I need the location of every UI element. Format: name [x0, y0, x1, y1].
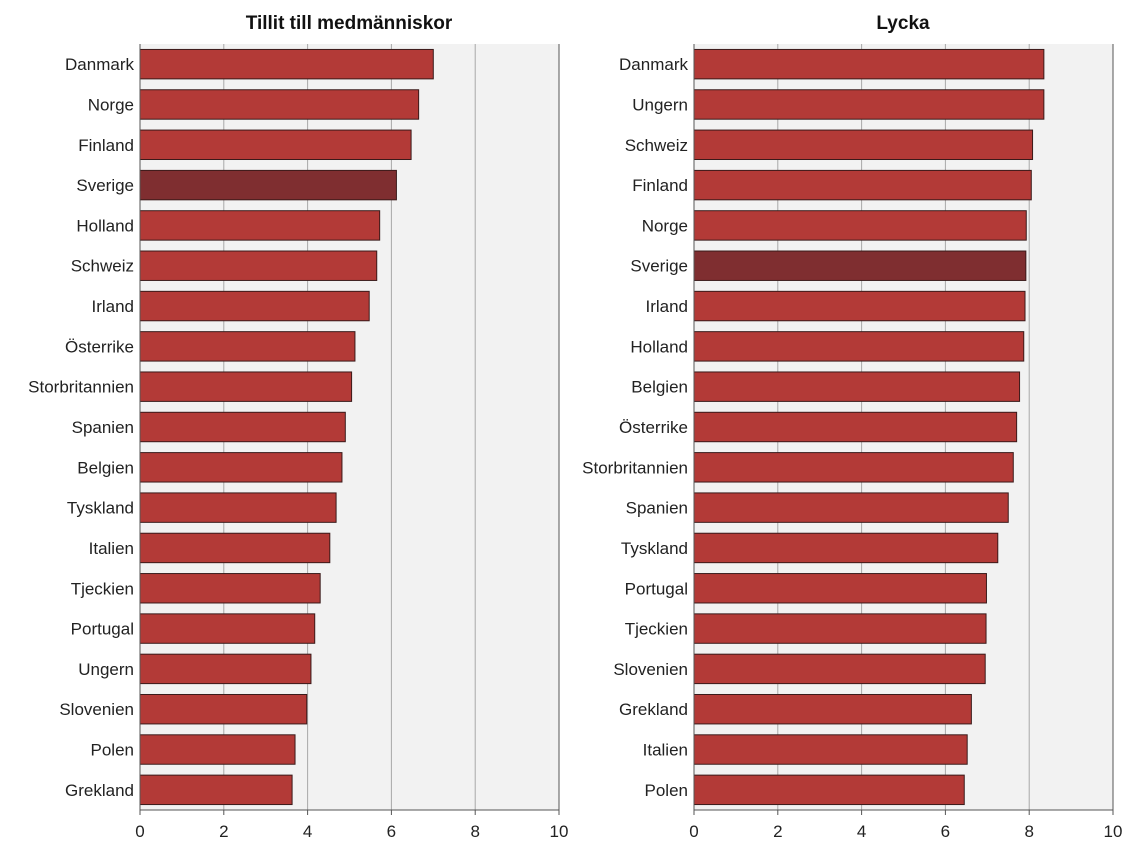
- category-label: Holland: [630, 337, 688, 356]
- category-label: Irland: [91, 297, 134, 316]
- bar: [139, 129, 412, 161]
- bar: [693, 89, 1045, 120]
- bar: [693, 169, 1032, 201]
- category-label: Portugal: [625, 579, 688, 598]
- category-label: Spanien: [72, 418, 134, 437]
- bar: [139, 371, 353, 402]
- category-label: Schweiz: [71, 257, 134, 276]
- x-tick-label: 10: [1104, 822, 1123, 841]
- category-label: Polen: [91, 741, 134, 760]
- x-tick-label: 0: [689, 822, 698, 841]
- panel-happiness: Lycka Danmark Ungern Schweiz Finland Norge Sv…: [582, 13, 1122, 841]
- category-label: Ungern: [78, 660, 134, 679]
- bar: [693, 290, 1026, 322]
- category-label: Belgien: [631, 378, 688, 397]
- category-label: Tjeckien: [625, 620, 688, 639]
- category-label: Sverige: [630, 257, 688, 276]
- bar: [139, 411, 346, 443]
- bar: [693, 532, 999, 564]
- bar: [693, 129, 1034, 161]
- category-label: Sverige: [76, 176, 134, 195]
- x-tick-label: 2: [773, 822, 782, 841]
- bar: [139, 573, 321, 604]
- x-tick-label: 10: [550, 822, 569, 841]
- x-tick-label: 4: [303, 822, 312, 841]
- category-label: Tyskland: [67, 499, 134, 518]
- bar: [693, 693, 972, 725]
- bar: [139, 492, 337, 523]
- bar: [139, 613, 316, 644]
- bar: [693, 331, 1025, 362]
- category-label: Irland: [645, 297, 688, 316]
- bar: [693, 452, 1014, 483]
- category-label: Spanien: [626, 499, 688, 518]
- chart-title-happiness: Lycka: [876, 13, 930, 34]
- category-label: Storbritannien: [582, 458, 688, 477]
- bar: [693, 48, 1045, 80]
- category-label: Holland: [76, 216, 134, 235]
- bar-highlight: [693, 250, 1027, 281]
- category-label: Slovenien: [613, 660, 688, 679]
- bar: [693, 653, 986, 685]
- bar: [693, 613, 987, 644]
- category-label: Portugal: [71, 620, 134, 639]
- bar: [139, 774, 293, 806]
- category-label: Polen: [645, 781, 688, 800]
- x-tick-label: 2: [219, 822, 228, 841]
- category-label: Slovenien: [59, 700, 134, 719]
- category-label: Österrike: [65, 337, 134, 356]
- category-label: Grekland: [65, 781, 134, 800]
- bar: [139, 210, 381, 241]
- category-label: Danmark: [65, 55, 134, 74]
- category-label: Schweiz: [625, 136, 688, 155]
- x-tick-label: 8: [1024, 822, 1033, 841]
- bar: [693, 210, 1027, 241]
- bar: [139, 734, 296, 765]
- category-label: Belgien: [77, 458, 134, 477]
- bar-highlight: [139, 169, 397, 201]
- category-label: Italien: [89, 539, 134, 558]
- category-label: Italien: [643, 741, 688, 760]
- category-label: Finland: [632, 176, 688, 195]
- x-tick-label: 0: [135, 822, 144, 841]
- category-label: Danmark: [619, 55, 688, 74]
- bar: [693, 774, 965, 806]
- bar: [139, 250, 378, 281]
- category-label: Österrike: [619, 418, 688, 437]
- category-label: Tyskland: [621, 539, 688, 558]
- bar: [139, 48, 434, 80]
- category-label: Grekland: [619, 700, 688, 719]
- category-label: Storbritannien: [28, 378, 134, 397]
- category-label: Norge: [88, 95, 134, 114]
- x-tick-label: 6: [387, 822, 396, 841]
- bar: [693, 371, 1021, 402]
- category-label: Ungern: [632, 95, 688, 114]
- x-tick-label: 6: [941, 822, 950, 841]
- chart-title-trust: Tillit till medmänniskor: [246, 13, 453, 34]
- bar: [693, 734, 968, 765]
- bar: [139, 532, 331, 564]
- x-tick-label: 8: [470, 822, 479, 841]
- bar: [139, 452, 343, 483]
- bar: [139, 331, 356, 362]
- x-tick-label: 4: [857, 822, 866, 841]
- bar: [139, 693, 308, 725]
- category-label: Finland: [78, 136, 134, 155]
- bar: [139, 89, 420, 120]
- bar: [693, 492, 1009, 523]
- bar: [139, 653, 312, 685]
- bar: [693, 573, 987, 604]
- bar: [139, 290, 370, 322]
- category-label: Norge: [642, 216, 688, 235]
- category-label: Tjeckien: [71, 579, 134, 598]
- panel-trust: Tillit till medmänniskor Danmark Norge Fin…: [28, 13, 568, 841]
- bar: [693, 411, 1018, 443]
